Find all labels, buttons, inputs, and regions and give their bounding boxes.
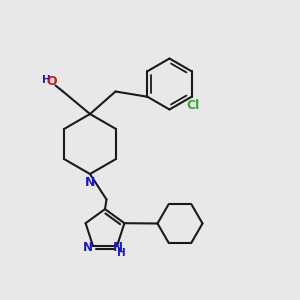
Text: O: O (46, 75, 57, 88)
Text: H: H (41, 75, 50, 85)
Text: N: N (82, 241, 93, 254)
Text: H: H (117, 248, 126, 258)
Text: N: N (112, 241, 123, 254)
Text: Cl: Cl (187, 99, 200, 112)
Text: N: N (85, 176, 95, 189)
